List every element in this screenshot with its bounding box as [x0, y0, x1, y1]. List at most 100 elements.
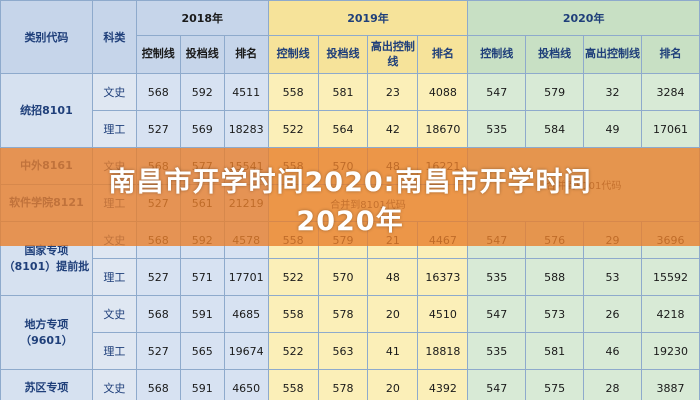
subject-cell: 理工 [91, 110, 137, 148]
cell-2020: 49 [583, 110, 642, 148]
subheader-2019-col-3: 排名 [417, 35, 469, 74]
cell-2018: 591 [179, 369, 225, 400]
subheader-2019-col-0: 控制线 [267, 35, 319, 74]
cell-2020: 573 [525, 295, 585, 333]
cell-2019: 558 [267, 369, 319, 400]
cell-2019: 558 [267, 295, 319, 333]
cell-2019: 48 [367, 258, 419, 296]
table-row: 地方专项（9601） 文史 568 591 4685 558 578 20 4510 547 573… [0, 295, 700, 370]
cell-2020: 588 [525, 258, 585, 296]
subheader-2019-col-1: 投档线 [317, 35, 369, 74]
cell-2020: 535 [467, 110, 527, 148]
subheader-2020-col-3: 排名 [640, 35, 700, 74]
column-subheader-row: 控制线 投档线 排名 控制线 投档线 高出控制线 排名 控制线 投档线 高出控制线 排名 [1, 35, 700, 74]
cell-2019: 16373 [417, 258, 469, 296]
cell-2018: 568 [135, 295, 181, 333]
subheader-2020-col-0: 控制线 [467, 35, 527, 74]
cell-2018: 527 [135, 258, 181, 296]
cell-2020: 547 [467, 369, 527, 400]
table-header: 类别代码 科类 2018年 2019年 2020年 控制线 投档线 排名 控制线 投档线… [0, 0, 700, 74]
table-row: 理工 527 571 17701 522 570 48 16373 535 588 53 15592 [1, 258, 700, 296]
cell-2020: 4218 [640, 295, 700, 333]
subheader-2018-col-1: 投档线 [179, 35, 225, 74]
year-2019-header: 2019年 [267, 0, 469, 36]
cell-2019: 4392 [417, 369, 469, 400]
cell-2019: 581 [317, 73, 369, 111]
cell-2018: 527 [135, 110, 181, 148]
cell-2018: 565 [179, 332, 225, 370]
cell-2020: 3284 [640, 73, 700, 111]
cell-2018: 527 [135, 332, 181, 370]
cell-2018: 568 [135, 73, 181, 111]
cell-2019: 563 [317, 332, 369, 370]
subheader-2018-col-0: 控制线 [135, 35, 181, 74]
cell-2019: 570 [317, 258, 369, 296]
subheader-2020-col-2: 高出控制线 [583, 35, 642, 74]
cell-2018: 17701 [223, 258, 269, 296]
cell-2018: 568 [135, 369, 181, 400]
cell-2018: 571 [179, 258, 225, 296]
cell-2019: 578 [317, 295, 369, 333]
subheader-2020-col-1: 投档线 [525, 35, 585, 74]
cell-2020: 581 [525, 332, 585, 370]
cell-2019: 4510 [417, 295, 469, 333]
cell-2020: 535 [467, 258, 527, 296]
cell-2019: 578 [317, 369, 369, 400]
cell-2020: 53 [583, 258, 642, 296]
category-cell: 苏区专项 [0, 369, 93, 400]
subheader-2019-col-2: 高出控制线 [367, 35, 419, 74]
table-row: 苏区专项 文史 568 591 4650 558 578 20 4392 547 575 28 3887 [0, 369, 700, 400]
cell-2019: 42 [367, 110, 419, 148]
cell-2018: 592 [179, 73, 225, 111]
cell-2020: 535 [467, 332, 527, 370]
cell-2020: 584 [525, 110, 585, 148]
cell-2019: 522 [267, 332, 319, 370]
cell-2018: 18283 [223, 110, 269, 148]
subject-cell: 文史 [91, 73, 137, 111]
year-2020-header: 2020年 [467, 0, 700, 36]
cell-2020: 46 [583, 332, 642, 370]
watermark-title-line1: 南昌市开学时间2020:南昌市开学时间 [108, 167, 592, 198]
cell-2020: 575 [525, 369, 585, 400]
cell-2020: 15592 [640, 258, 700, 296]
cell-2019: 18818 [417, 332, 469, 370]
cell-2019: 558 [267, 73, 319, 111]
subject-header: 科类 [91, 0, 137, 74]
subject-cell: 文史 [91, 369, 137, 400]
cell-2018: 4685 [223, 295, 269, 333]
category-cell: 地方专项（9601） [0, 295, 93, 370]
table-row: 理工 527 565 19674 522 563 41 18818 535 581 46 19230 [1, 332, 700, 370]
cell-2020: 26 [583, 295, 642, 333]
subject-cell: 文史 [91, 295, 137, 333]
category-cell: 统招8101 [0, 73, 93, 148]
table-row: 理工 527 569 18283 522 564 42 18670 535 584 49 17061 [1, 110, 700, 148]
subject-cell: 理工 [91, 258, 137, 296]
year-2018-header: 2018年 [135, 0, 269, 36]
watermark-title-line2: 2020年 [296, 206, 404, 237]
cell-2019: 4088 [417, 73, 469, 111]
cell-2020: 579 [525, 73, 585, 111]
cell-2020: 3887 [640, 369, 700, 400]
category-header: 类别代码 [0, 0, 93, 74]
cell-2018: 19674 [223, 332, 269, 370]
cell-2018: 4650 [223, 369, 269, 400]
cell-2019: 23 [367, 73, 419, 111]
cell-2019: 20 [367, 295, 419, 333]
subject-cell: 理工 [91, 332, 137, 370]
cell-2020: 19230 [640, 332, 700, 370]
cell-2020: 28 [583, 369, 642, 400]
cell-2020: 547 [467, 73, 527, 111]
subheader-2018-col-2: 排名 [223, 35, 269, 74]
cell-2020: 17061 [640, 110, 700, 148]
cell-2018: 591 [179, 295, 225, 333]
cell-2018: 569 [179, 110, 225, 148]
watermark-overlay-band [0, 148, 700, 246]
cell-2020: 547 [467, 295, 527, 333]
cell-2019: 41 [367, 332, 419, 370]
cell-2019: 564 [317, 110, 369, 148]
cell-2019: 522 [267, 258, 319, 296]
cell-2019: 18670 [417, 110, 469, 148]
table-row: 统招8101 文史 568 592 4511 558 581 23 4088 547 579 32 32… [0, 73, 700, 148]
cell-2019: 20 [367, 369, 419, 400]
